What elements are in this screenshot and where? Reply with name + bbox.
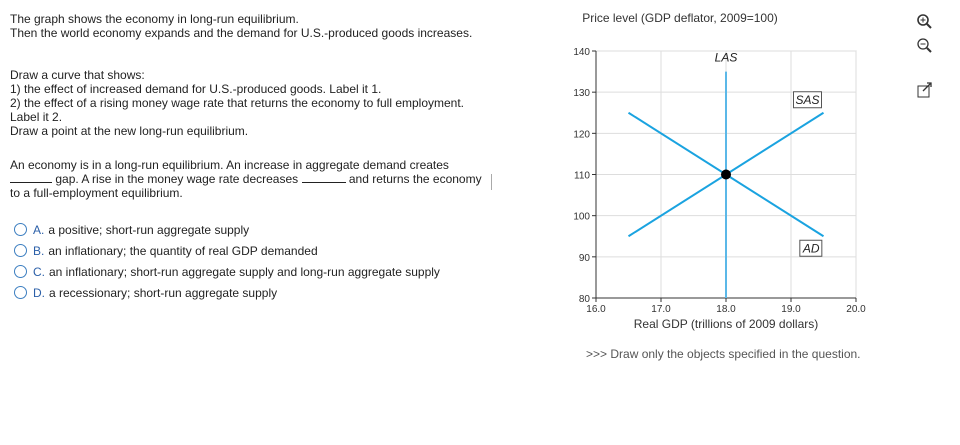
option[interactable]: A. a positive; short-run aggregate supply bbox=[14, 223, 249, 237]
y-tick-label: 80 bbox=[579, 294, 591, 305]
fill-text: and returns the economy to a full-employ… bbox=[10, 172, 482, 200]
option-letter: D. bbox=[33, 286, 45, 300]
blank[interactable] bbox=[10, 172, 52, 183]
option-text: an inflationary; short-run aggregate sup… bbox=[49, 265, 440, 279]
option-letter: C. bbox=[33, 265, 45, 279]
x-tick-label: 17.0 bbox=[651, 304, 671, 315]
curve-label: LAS bbox=[715, 51, 738, 65]
x-tick-label: 19.0 bbox=[781, 304, 801, 315]
y-tick-label: 100 bbox=[573, 212, 590, 223]
y-tick-label: 140 bbox=[573, 47, 590, 58]
curve-label: SAS bbox=[795, 93, 819, 107]
curve-label: AD bbox=[802, 241, 820, 255]
instructions: Draw a curve that shows: 1) the effect o… bbox=[10, 68, 485, 138]
instruction: 1) the effect of increased demand for U.… bbox=[10, 82, 382, 96]
hint: >>> Draw only the objects specified in t… bbox=[586, 347, 861, 361]
label-box bbox=[792, 91, 822, 109]
x-tick-label: 16.0 bbox=[586, 304, 606, 315]
fill-text: An economy is in a long-run equilibrium.… bbox=[10, 158, 449, 172]
option-text: an inflationary; the quantity of real GD… bbox=[48, 244, 318, 258]
equilibrium-point bbox=[721, 169, 731, 180]
option-text: a positive; short-run aggregate supply bbox=[48, 223, 250, 237]
y-tick-label: 110 bbox=[574, 171, 590, 182]
x-tick-label: 20.0 bbox=[846, 304, 866, 315]
intro: The graph shows the economy in long-run … bbox=[10, 12, 485, 40]
instruction: Draw a curve that shows: bbox=[10, 68, 145, 82]
pop-out[interactable] bbox=[917, 82, 932, 98]
x-axis-label: Real GDP (trillions of 2009 dollars) bbox=[634, 317, 819, 331]
instruction: 2) the effect of a rising money wage rat… bbox=[10, 96, 465, 124]
fill-text: gap. A rise in the money wage rate decre… bbox=[55, 172, 299, 186]
y-axis-label: Price level (GDP deflator, 2009=100) bbox=[582, 11, 778, 25]
intro-line: The graph shows the economy in long-run … bbox=[10, 12, 299, 26]
instruction: Draw a point at the new long-run equilib… bbox=[10, 124, 249, 138]
zoom-out[interactable] bbox=[917, 38, 932, 53]
separator bbox=[491, 174, 492, 190]
zoom-in[interactable] bbox=[917, 14, 932, 29]
option[interactable]: D. a recessionary; short-run aggregate su… bbox=[14, 286, 277, 300]
intro-line: Then the world economy expands and the d… bbox=[10, 26, 473, 40]
option[interactable]: C. an inflationary; short-run aggregate s… bbox=[14, 265, 440, 279]
blank[interactable] bbox=[301, 172, 346, 183]
y-tick-label: 130 bbox=[573, 88, 590, 99]
option-letter: B. bbox=[33, 244, 45, 258]
option[interactable]: B. an inflationary; the quantity of real … bbox=[14, 244, 318, 258]
fill-in: An economy is in a long-run equilibrium.… bbox=[10, 158, 485, 200]
option-letter: A. bbox=[33, 223, 45, 237]
option-text: a recessionary; short-run aggregate supp… bbox=[49, 286, 278, 300]
y-tick-label: 90 bbox=[579, 253, 591, 264]
y-tick-label: 120 bbox=[573, 129, 590, 140]
x-tick-label: 18.0 bbox=[716, 304, 736, 315]
label-box bbox=[799, 239, 823, 257]
